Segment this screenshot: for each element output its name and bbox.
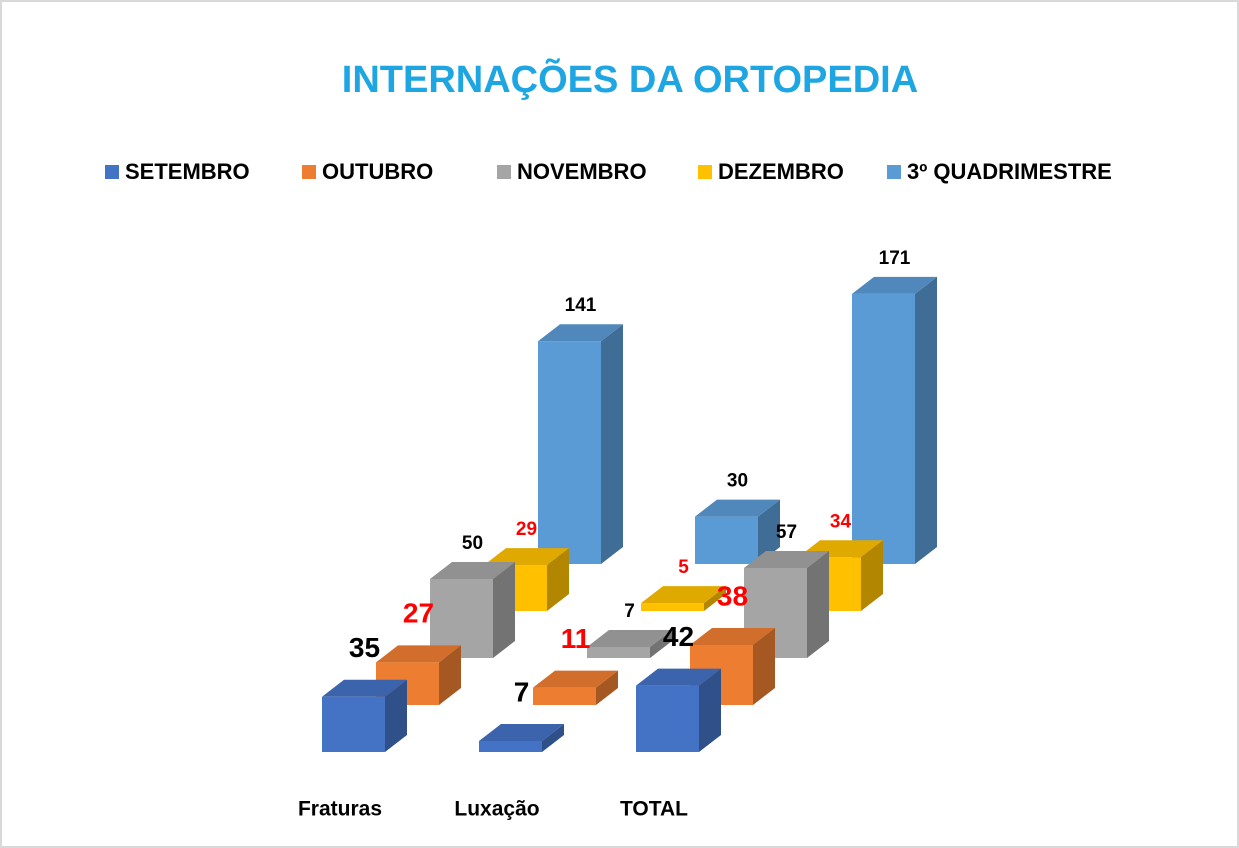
data-label: 35 [349,632,380,663]
x-tick-label: Luxação [454,798,539,821]
bar-top [538,324,623,342]
bar [479,723,564,752]
legend-swatch [887,165,901,179]
bar [695,499,780,564]
bar-side [758,499,780,564]
bar-top [430,562,515,579]
bar-side [601,324,623,564]
data-label: 7 [514,676,530,707]
legend-label: OUTUBRO [322,159,433,184]
legend-label: DEZEMBRO [718,159,844,184]
data-label: 30 [727,471,748,492]
bar-top [852,276,937,294]
legend-label: 3º QUADRIMESTRE [907,159,1112,184]
bar-side [542,723,564,752]
bar-side [753,627,775,705]
bar-top [587,629,672,647]
bar [587,629,672,658]
bar-top [636,668,721,686]
bar-side [385,679,407,752]
bar [430,562,515,658]
bar-front [430,579,493,658]
bar [636,668,721,752]
bar-side [807,550,829,658]
bar-front [322,696,385,752]
data-label: 38 [717,580,748,611]
bar [641,586,726,611]
bar [533,670,618,705]
bar [538,324,623,564]
bar-side [493,562,515,658]
legend-swatch [497,165,511,179]
bar-top [744,550,829,568]
bar-side [596,670,618,705]
bar-top [479,723,564,741]
bar-side [547,548,569,611]
data-label: 42 [663,621,694,652]
bar-top [690,627,775,645]
data-label: 11 [561,623,591,654]
bar-front [695,516,758,564]
bar-front [641,603,704,611]
data-label: 57 [776,522,797,543]
legend-swatch [698,165,712,179]
legend-label: NOVEMBRO [517,159,647,184]
bar [852,276,937,564]
bar-top [484,548,569,566]
data-label: 27 [403,598,434,629]
legend-swatch [302,165,316,179]
legend-label: SETEMBRO [125,159,250,184]
bar [322,679,407,752]
data-label: 171 [879,248,911,269]
bar-top [695,499,780,517]
bar-top [641,586,726,604]
bar-front [533,687,596,705]
bar [376,645,461,705]
bar-side [704,586,726,611]
bar-front [636,685,699,752]
bar-side [699,668,721,752]
bar-top [533,670,618,688]
x-tick-label: Fraturas [298,798,382,821]
bar-side [861,540,883,611]
bar-side [915,276,937,564]
x-tick-label: TOTAL [620,798,688,821]
data-label: 7 [624,601,635,622]
data-label: 34 [830,511,852,532]
bar-front [538,341,601,564]
data-label: 141 [565,295,597,316]
bar-side [650,629,672,658]
legend-swatch [105,165,119,179]
bar-front [587,646,650,658]
bar-side [439,645,461,705]
data-label: 29 [516,519,537,540]
bar-top [376,645,461,663]
bar-front [479,740,542,752]
data-label: 5 [678,557,689,578]
data-label: 50 [462,533,483,554]
bar-front [852,293,915,564]
chart-title: INTERNAÇÕES DA ORTOPEDIA [342,57,918,101]
bar-top [322,679,407,697]
